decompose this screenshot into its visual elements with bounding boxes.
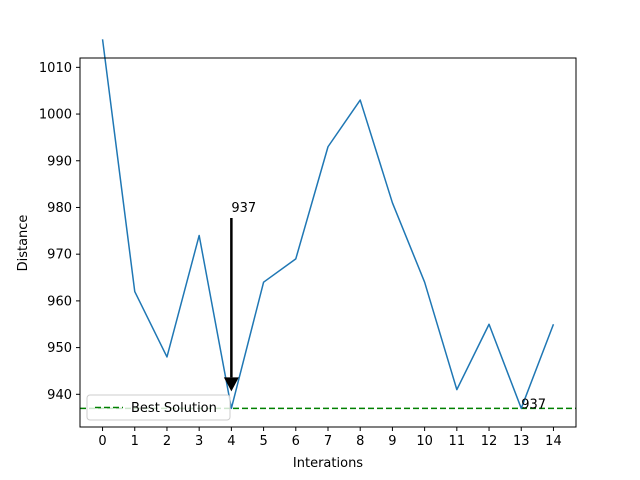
x-tick-label: 4 [227, 434, 235, 449]
x-tick-label: 7 [324, 434, 332, 449]
annotation-label: 937 [521, 397, 546, 412]
x-tick-label: 6 [292, 434, 300, 449]
legend: Best Solution [86, 394, 231, 421]
x-tick-label: 3 [195, 434, 203, 449]
x-axis-label: Interations [293, 456, 363, 471]
annotation-arrow-head [223, 377, 239, 392]
y-tick-label: 980 [47, 201, 72, 216]
annotation-label: 937 [231, 201, 256, 216]
y-axis: 940 950 960 970 980 990 1000 1010 [39, 61, 80, 403]
y-tick-label: 1010 [39, 61, 72, 76]
annotation-layer: 937 937 [223, 201, 546, 412]
x-axis: 0 1 2 3 4 5 6 7 8 9 10 11 12 13 14 [98, 427, 562, 449]
x-tick-label: 11 [449, 434, 466, 449]
y-tick-label: 940 [47, 388, 72, 403]
y-tick-label: 960 [47, 294, 72, 309]
x-tick-label: 5 [259, 434, 267, 449]
x-tick-label: 1 [131, 434, 139, 449]
x-tick-label: 9 [388, 434, 396, 449]
y-tick-label: 990 [47, 154, 72, 169]
y-tick-label: 970 [47, 248, 72, 263]
x-tick-label: 12 [481, 434, 498, 449]
y-tick-label: 950 [47, 341, 72, 356]
series-layer [101, 39, 555, 410]
x-tick-label: 14 [545, 434, 562, 449]
legend-box [86, 394, 231, 421]
x-tick-label: 0 [98, 434, 106, 449]
plot-area [80, 58, 576, 427]
legend-label-best-solution: Best Solution [131, 401, 217, 416]
x-tick-label: 8 [356, 434, 364, 449]
y-tick-label: 1000 [39, 108, 72, 123]
x-tick-label: 10 [416, 434, 433, 449]
y-axis-label: Distance [16, 215, 31, 272]
x-tick-label: 13 [513, 434, 530, 449]
x-tick-label: 2 [163, 434, 171, 449]
